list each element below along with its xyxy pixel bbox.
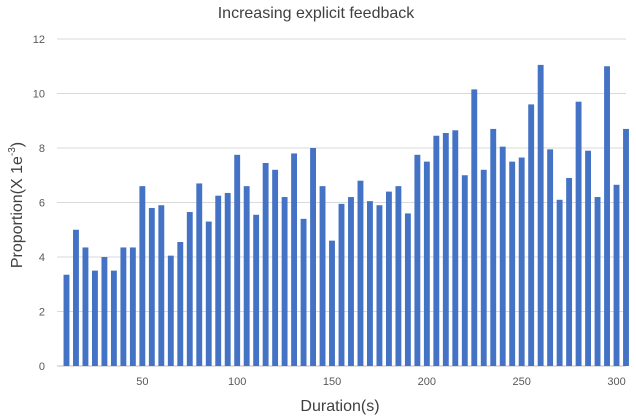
y-tick-labels: 0 2 4 6 8 10 12 [33, 34, 45, 373]
bar [63, 274, 70, 366]
bar [499, 146, 506, 366]
y-axis-label-main: Proportion(X 1e [9, 156, 26, 268]
bar [262, 162, 269, 366]
bar [196, 183, 203, 366]
chart-title: Increasing explicit feedback [218, 5, 416, 22]
bar [253, 214, 260, 366]
bar [452, 130, 459, 366]
y-tick-label: 0 [39, 361, 45, 373]
y-axis-label-superscript: -3 [7, 147, 18, 156]
bar [623, 128, 629, 366]
x-tick-label: 100 [228, 376, 246, 388]
bar [310, 148, 316, 366]
bar [281, 197, 288, 366]
bar [243, 186, 250, 366]
bar [509, 161, 516, 366]
bar [537, 64, 544, 366]
y-tick-label: 4 [39, 252, 45, 264]
bar [518, 157, 525, 366]
x-tick-labels: 50 100 150 200 250 300 [136, 376, 625, 388]
bar [139, 186, 146, 366]
bar [404, 213, 411, 366]
bar [433, 135, 440, 366]
bar [338, 203, 345, 366]
y-axis-label-suffix: ) [9, 142, 26, 147]
bar [205, 221, 212, 366]
bar [148, 207, 155, 366]
y-tick-label: 12 [33, 34, 45, 46]
x-tick-label: 150 [323, 376, 341, 388]
bar [329, 240, 335, 366]
bar [300, 218, 307, 366]
bar [480, 169, 487, 366]
y-tick-label: 6 [39, 198, 45, 210]
bar [101, 257, 108, 366]
bar [414, 154, 421, 366]
bar [177, 242, 184, 366]
bar [82, 247, 89, 366]
bar [594, 197, 601, 366]
bar [566, 177, 573, 366]
bar [234, 154, 241, 366]
bar [215, 195, 222, 366]
bar [224, 192, 231, 366]
bar [604, 66, 610, 366]
bar [91, 270, 98, 366]
bar [461, 175, 468, 366]
y-tick-label: 10 [33, 89, 45, 101]
bar [575, 101, 582, 367]
x-tick-label: 250 [513, 376, 531, 388]
bars [63, 64, 629, 367]
bar [110, 270, 117, 366]
y-axis-label: Proportion(X 1e-3) [7, 142, 26, 268]
bar [186, 212, 193, 366]
x-axis-label: Duration(s) [300, 398, 379, 415]
x-tick-label: 50 [136, 376, 148, 388]
bar [158, 205, 165, 366]
bar [556, 199, 563, 366]
x-tick-label: 200 [418, 376, 436, 388]
bar [471, 89, 478, 366]
bar [120, 247, 127, 366]
bar [528, 104, 535, 367]
bar [395, 186, 402, 366]
bar [547, 149, 554, 366]
bar [423, 161, 430, 366]
bar [585, 150, 592, 366]
bar [129, 247, 136, 366]
bar [319, 186, 326, 366]
bar [376, 205, 383, 366]
x-tick-label: 300 [607, 376, 625, 388]
bar [272, 169, 279, 366]
bar [385, 191, 392, 366]
bar [442, 133, 449, 366]
bar [613, 184, 620, 366]
y-tick-label: 8 [39, 143, 45, 155]
bar [357, 180, 364, 366]
y-tick-label: 2 [39, 307, 45, 319]
bar [291, 153, 298, 366]
bar [73, 229, 79, 366]
bar [348, 197, 354, 366]
bar [490, 128, 497, 366]
bar [167, 255, 174, 366]
bar [367, 201, 373, 366]
